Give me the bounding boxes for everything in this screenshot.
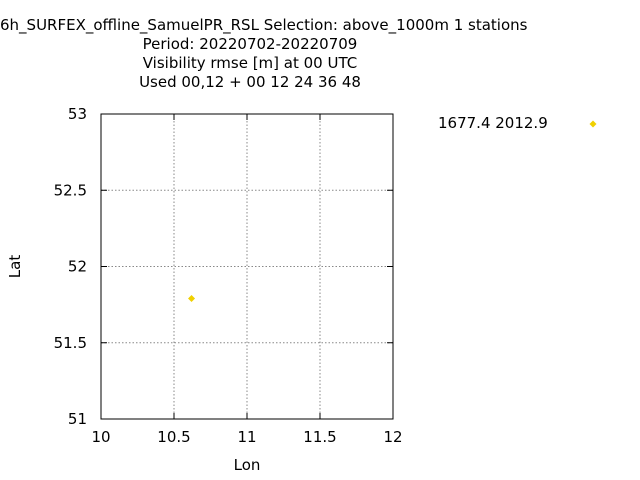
chart-title: 6h_SURFEX_offline_SamuelPR_RSL Selection…	[0, 16, 528, 92]
title-line-3: Visibility rmse [m] at 00 UTC	[142, 54, 358, 72]
legend: 1677.4 2012.9	[438, 114, 548, 132]
title-line-4: Used 00,12 + 00 12 24 36 48	[139, 73, 361, 91]
x-tick-label: 12	[383, 428, 402, 446]
y-tick-label: 52.5	[54, 181, 87, 199]
title-line-1: 6h_SURFEX_offline_SamuelPR_RSL Selection…	[0, 16, 528, 34]
axis-ticks: 10 10.5 11 11.5 12 51 51.5 52 52.5 53	[54, 105, 403, 446]
x-tick-label: 10.5	[157, 428, 190, 446]
legend-marker-symbol	[589, 120, 597, 128]
x-axis-label: Lon	[234, 456, 261, 474]
title-line-2: Period: 20220702-20220709	[142, 35, 358, 53]
legend-marker	[589, 120, 597, 128]
x-tick-label: 10	[91, 428, 110, 446]
y-tick-label: 52	[68, 258, 87, 276]
y-tick-label: 51.5	[54, 334, 87, 352]
grid-lines	[101, 114, 393, 419]
data-point	[188, 295, 196, 303]
x-tick-label: 11	[237, 428, 256, 446]
y-tick-label: 53	[68, 105, 87, 123]
x-tick-label: 11.5	[303, 428, 336, 446]
y-axis-label: Lat	[6, 255, 24, 279]
y-tick-label: 51	[68, 410, 87, 428]
legend-label: 1677.4 2012.9	[438, 114, 548, 132]
data-points	[188, 295, 196, 303]
